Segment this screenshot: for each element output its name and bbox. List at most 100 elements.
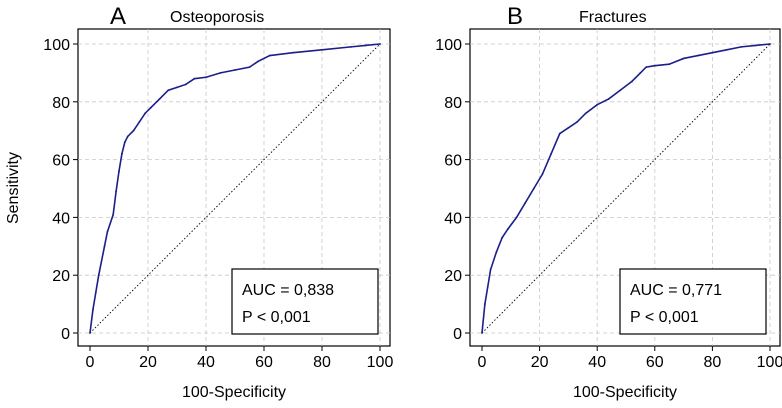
roc-point: [248, 66, 251, 69]
roc-point: [754, 44, 757, 47]
roc-point: [118, 170, 120, 173]
panel-a-title: Osteoporosis: [170, 9, 264, 26]
x-tick-label: 100: [367, 354, 394, 371]
x-tick-label: 0: [86, 354, 95, 371]
roc-point: [234, 69, 236, 71]
roc-point: [596, 103, 599, 106]
panel-b-reference-line: [481, 43, 771, 334]
panel-b-roc-points: [481, 43, 771, 334]
panel-a-osteoporosis: A Osteoporosis 0 20 40 60 80 100020406080100 …: [43, 3, 393, 401]
roc-point: [524, 202, 527, 204]
roc-point: [158, 98, 161, 100]
roc-point: [507, 228, 509, 230]
roc-point: [619, 89, 622, 92]
roc-point: [379, 43, 381, 45]
roc-point: [268, 54, 271, 57]
y-tick-label: 40: [444, 210, 462, 227]
panel-a-p-value: P < 0,001: [242, 309, 311, 326]
roc-point: [103, 245, 106, 248]
roc-point: [725, 48, 728, 51]
x-tick-label: 20: [139, 354, 157, 371]
y-tick-label: 80: [52, 95, 70, 112]
roc-point: [144, 112, 147, 115]
y-tick-label: 40: [52, 210, 70, 227]
roc-point: [364, 44, 367, 47]
panel-a-roc-points: [89, 43, 381, 334]
x-tick-label: 60: [255, 354, 273, 371]
roc-point: [769, 43, 771, 45]
x-tick-label: 80: [704, 354, 722, 371]
panel-b-x-axis-label: 100-Specificity: [573, 384, 677, 401]
panel-b-fractures: B Fractures 0 20 40 60 80 100 0 20 40 60 80 100 100…: [435, 3, 782, 401]
roc-point: [106, 230, 109, 233]
panel-b-title: Fractures: [579, 9, 647, 26]
roc-point: [112, 213, 115, 216]
panel-a-x-axis-label: 100-Specificity: [182, 384, 286, 401]
roc-point: [89, 332, 91, 334]
panel-a-roc-curve: [89, 43, 381, 334]
y-tick-label: 20: [52, 268, 70, 285]
roc-point: [150, 106, 152, 109]
roc-point: [292, 51, 294, 54]
panel-b-ticks: 0 20 40 60 80 100 0 20 40 60 80 100: [435, 37, 782, 371]
y-axis-label: Sensitivity: [5, 152, 22, 224]
roc-point: [121, 152, 123, 155]
x-tick-label: 0: [478, 354, 487, 371]
roc-point: [132, 129, 135, 132]
panel-b-p-value: P < 0,001: [630, 309, 699, 326]
roc-point: [97, 274, 100, 277]
roc-point: [639, 72, 642, 74]
roc-point: [558, 132, 561, 135]
roc-point: [495, 251, 498, 253]
roc-point: [567, 126, 570, 129]
x-tick-label: 40: [197, 354, 215, 371]
panel-b-auc-value: AUC = 0,771: [630, 282, 722, 299]
roc-point: [219, 72, 222, 74]
y-tick-label: 20: [444, 268, 462, 285]
roc-point: [92, 308, 94, 311]
roc-point: [184, 83, 187, 86]
roc-point: [205, 76, 207, 79]
panel-a-ticks: 0 20 40 60 80 100 0 20 40 60 80 100: [43, 37, 393, 371]
roc-point: [489, 268, 492, 271]
roc-point: [481, 332, 483, 334]
y-tick-label: 80: [444, 95, 462, 112]
roc-point: [668, 63, 671, 66]
panel-a-auc-value: AUC = 0,838: [242, 282, 334, 299]
panel-a-grid: [78, 29, 390, 346]
x-tick-label: 20: [531, 354, 549, 371]
roc-point: [257, 60, 260, 63]
roc-point: [193, 77, 196, 80]
roc-point: [115, 190, 117, 193]
roc-point: [541, 173, 544, 175]
panel-a-stat-box: [231, 268, 379, 335]
roc-point: [607, 98, 610, 100]
roc-point: [483, 303, 486, 305]
roc-point: [501, 236, 504, 239]
roc-point: [176, 86, 178, 89]
panel-b-letter: B: [507, 3, 523, 30]
roc-point: [532, 187, 535, 190]
panel-b-stat-box: [619, 268, 767, 335]
x-tick-label: 40: [588, 354, 606, 371]
roc-point: [138, 121, 141, 123]
roc-point: [486, 285, 489, 288]
panel-a-letter: A: [110, 3, 126, 30]
y-tick-label: 0: [453, 326, 462, 343]
roc-point: [126, 135, 129, 138]
roc-point: [682, 57, 685, 60]
y-tick-label: 60: [52, 153, 70, 170]
x-tick-label: 100: [757, 354, 782, 371]
roc-point: [123, 141, 126, 144]
x-tick-label: 80: [313, 354, 331, 371]
roc-point: [321, 48, 323, 51]
y-tick-label: 100: [43, 37, 70, 54]
roc-point: [740, 45, 743, 48]
roc-point: [515, 216, 518, 219]
roc-point: [576, 121, 578, 123]
y-tick-label: 100: [435, 37, 462, 54]
roc-point: [584, 112, 587, 115]
roc-point: [630, 80, 633, 83]
x-tick-label: 60: [646, 354, 664, 371]
